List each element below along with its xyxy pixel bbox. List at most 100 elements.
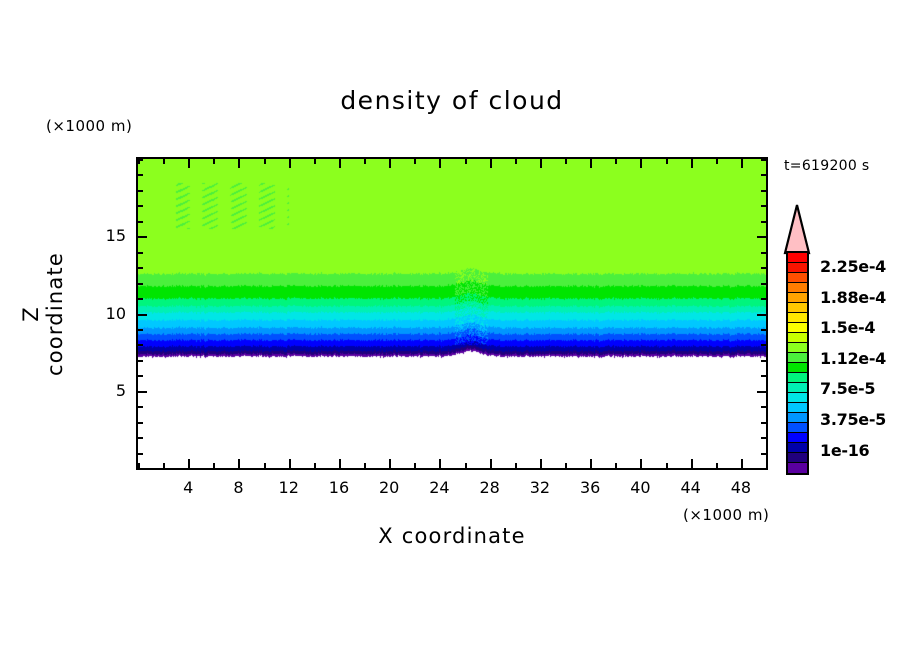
axis-tick [138,375,143,377]
axis-tick [138,314,147,316]
axis-tick [515,463,517,468]
axis-tick [339,159,341,168]
axis-tick [761,375,766,377]
x-tick-label: 48 [730,478,752,497]
y-tick-label: 15 [105,226,126,246]
axis-tick [515,159,517,164]
contour-plot-area[interactable] [136,157,768,470]
colorbar-band [788,293,807,303]
axis-tick [163,159,165,164]
axis-tick [716,463,718,468]
axis-tick [590,159,592,168]
axis-tick [761,252,766,254]
axis-tick [138,190,143,192]
colorbar-over-arrow-icon [783,204,811,255]
y-axis-title: Z coordinate [19,252,67,377]
axis-tick [138,360,143,362]
axis-tick [138,174,143,176]
axis-tick [138,236,147,238]
axis-tick [138,463,140,468]
axis-tick [761,159,766,161]
axis-tick [540,459,542,468]
x-tick-label: 16 [328,478,350,497]
x-tick-label: 36 [579,478,601,497]
colorbar-band [788,263,807,273]
axis-tick [364,159,366,164]
axis-tick [490,159,492,168]
axis-tick [138,283,143,285]
time-annotation: t=619200 s [784,158,870,174]
x-tick-label: 4 [183,478,194,497]
axis-tick [757,314,766,316]
colorbar-band [788,463,807,473]
colorbar-band [788,283,807,293]
axis-tick [757,391,766,393]
axis-tick [761,453,766,455]
axis-tick [339,459,341,468]
x-tick-label: 8 [233,478,244,497]
axis-tick [761,174,766,176]
axis-tick [414,159,416,164]
y-tick-label: 5 [115,380,126,400]
axis-tick [741,159,743,168]
axis-tick [590,459,592,468]
x-tick-label: 28 [479,478,500,497]
axis-tick [138,298,143,300]
axis-tick [540,159,542,168]
axis-tick [761,283,766,285]
colorbar-band [788,253,807,263]
axis-tick [138,453,143,455]
axis-tick [761,406,766,408]
x-axis-unit-label: (×1000 m) [683,506,770,524]
colorbar-gradient-strip [786,251,809,475]
axis-tick [761,190,766,192]
axis-tick [414,463,416,468]
colorbar-tick-label: 7.5e-5 [820,379,876,399]
axis-tick [761,329,766,331]
colorbar-tick-label: 1.12e-4 [820,348,887,368]
axis-tick [615,463,617,468]
colorbar-tick-label: 2.25e-4 [820,257,887,277]
axis-tick [389,459,391,468]
axis-tick [761,437,766,439]
axis-tick [761,205,766,207]
axis-tick [766,159,768,164]
colorbar[interactable] [780,203,814,475]
axis-tick [640,159,642,168]
colorbar-band [788,323,807,333]
axis-tick [761,298,766,300]
colorbar-tick-label: 3.75e-5 [820,410,887,429]
colorbar-band [788,443,807,453]
axis-tick [238,459,240,468]
colorbar-band [788,393,807,403]
axis-tick [138,221,143,223]
axis-tick [289,459,291,468]
axis-tick [264,463,266,468]
colorbar-band [788,273,807,283]
axis-tick [691,459,693,468]
axis-tick [138,252,143,254]
axis-tick [439,459,441,468]
axis-tick [761,468,766,470]
axis-tick [565,159,567,164]
colorbar-band [788,403,807,413]
axis-tick [757,236,766,238]
axis-tick [314,463,316,468]
colorbar-band [788,353,807,363]
axis-tick [364,463,366,468]
y-tick-label: 10 [105,303,126,323]
axis-tick [289,159,291,168]
chart-title: density of cloud [340,86,564,115]
axis-tick [761,422,766,424]
x-tick-label: 40 [630,478,651,497]
colorbar-band [788,303,807,313]
x-axis-title: X coordinate [378,524,526,548]
colorbar-band [788,433,807,443]
axis-tick [138,391,147,393]
colorbar-band [788,373,807,383]
colorbar-band [788,453,807,463]
y-axis-unit-label: (×1000 m) [46,117,133,135]
axis-tick [766,463,768,468]
axis-tick [138,468,143,470]
axis-tick [691,159,693,168]
